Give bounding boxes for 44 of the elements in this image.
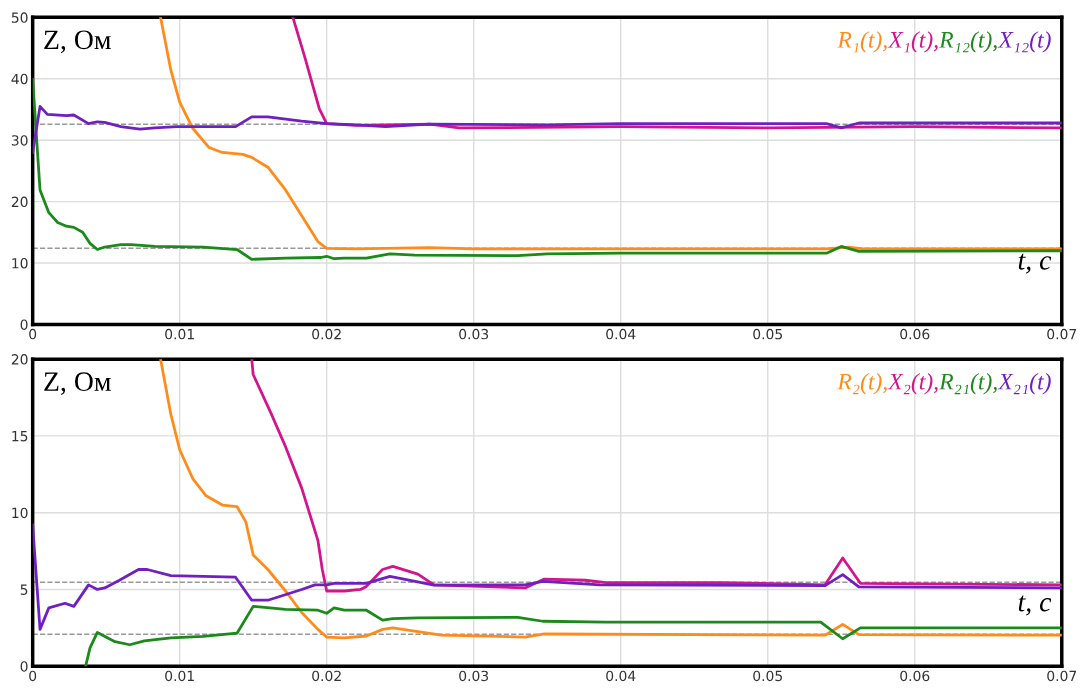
y-tick-label: 20 bbox=[11, 196, 28, 208]
y-tick-label: 15 bbox=[12, 431, 28, 442]
y-tick-label: 10 bbox=[12, 507, 28, 519]
text: R₂(t), bbox=[837, 372, 887, 395]
line-series bbox=[159, 17, 1062, 251]
text: X₁(t), bbox=[887, 31, 938, 53]
line-series bbox=[250, 359, 1062, 593]
x-tick-label: 0.04 bbox=[606, 670, 636, 682]
y-axis-title: Z, Ом bbox=[44, 30, 111, 54]
y-tick-label: 40 bbox=[11, 73, 28, 85]
text: X₂₁(t) bbox=[997, 372, 1051, 395]
y-tick-label: 30 bbox=[11, 135, 28, 146]
x-tick-label: 0.03 bbox=[459, 670, 489, 682]
y-axis-title: Z, Ом bbox=[44, 372, 111, 395]
text: R₂₁(t), bbox=[939, 372, 997, 395]
y-tick-label: 0 bbox=[20, 661, 28, 672]
x-tick-label: 0.05 bbox=[753, 670, 782, 682]
x-tick-label: 0.06 bbox=[900, 328, 930, 340]
x-tick-label: 0.07 bbox=[1047, 328, 1077, 340]
y-tick-label: 5 bbox=[20, 584, 28, 595]
y-tick-label: 10 bbox=[12, 257, 28, 269]
x-tick-label: 0.06 bbox=[900, 670, 930, 682]
line-series bbox=[32, 105, 1062, 154]
x-tick-label: 0.04 bbox=[606, 328, 636, 340]
text: X₁₂(t) bbox=[997, 31, 1051, 53]
y-tick-label: 20 bbox=[11, 354, 28, 365]
x-tick-label: 0.02 bbox=[312, 670, 341, 682]
x-tick-label: 0.01 bbox=[165, 670, 194, 682]
x-tick-label: 0.03 bbox=[459, 328, 489, 340]
text: X₂(t), bbox=[887, 372, 938, 395]
x-axis-title: t, с bbox=[1018, 595, 1052, 616]
text: R₁₂(t), bbox=[939, 31, 997, 53]
y-tick-label: 0 bbox=[20, 319, 28, 330]
x-tick-label: 0 bbox=[29, 670, 37, 682]
line-series bbox=[159, 359, 1062, 640]
x-tick-label: 0.07 bbox=[1047, 670, 1077, 682]
y-tick-label: 50 bbox=[11, 12, 28, 23]
x-tick-label: 0.05 bbox=[753, 328, 782, 340]
x-tick-label: 0.02 bbox=[312, 328, 341, 340]
text: R₁(t), bbox=[837, 31, 887, 53]
x-axis-title: t, с bbox=[1018, 253, 1052, 274]
x-tick-label: 0 bbox=[29, 328, 37, 340]
x-tick-label: 0.01 bbox=[165, 328, 194, 340]
line-series bbox=[32, 523, 1062, 631]
